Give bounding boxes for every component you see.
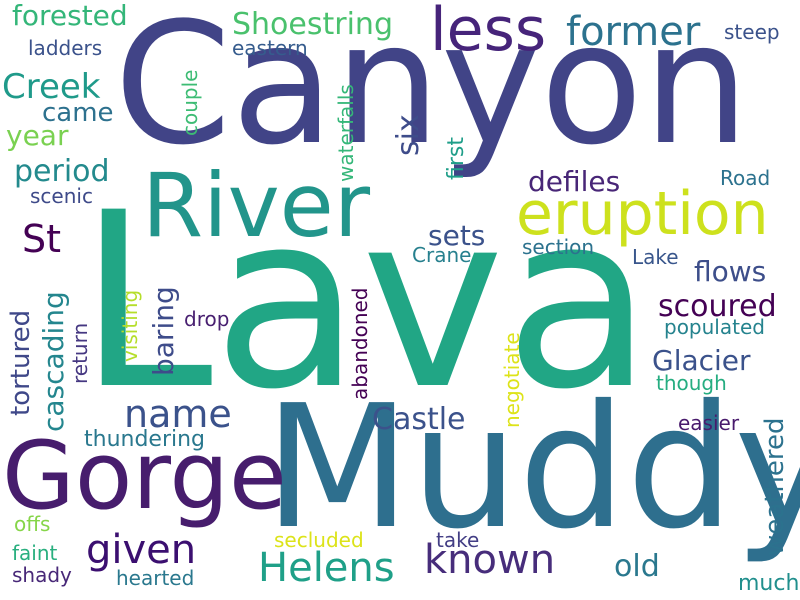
word-populated: populated: [664, 315, 765, 339]
word-negotiate: negotiate: [500, 332, 524, 428]
word-known: known: [424, 537, 556, 583]
word-period: period: [14, 154, 110, 189]
word-old: old: [614, 549, 660, 584]
word-baring: baring: [147, 286, 180, 376]
word-canyon: Canyon: [114, 0, 750, 182]
word-drop: drop: [184, 307, 230, 331]
word-ladders: ladders: [28, 36, 103, 60]
word-eastern: eastern: [232, 36, 308, 60]
word-name: name: [124, 392, 232, 436]
word-scenic: scenic: [30, 184, 93, 208]
word-shady: shady: [12, 563, 72, 587]
word-cascading: cascading: [37, 291, 70, 432]
word-offs: offs: [14, 512, 51, 536]
word-hearted: hearted: [116, 566, 195, 590]
word-less: less: [430, 0, 547, 65]
word-flows: flows: [694, 255, 767, 288]
word-waterfalls: waterfalls: [334, 84, 358, 182]
word-scoured: scoured: [658, 289, 777, 324]
word-eruption: eruption: [516, 179, 769, 249]
word-shoestring: Shoestring: [232, 7, 393, 42]
word-couple: couple: [178, 69, 202, 136]
word-former: former: [566, 9, 701, 55]
word-weathered: weathered: [760, 417, 790, 556]
word-thundering: thundering: [84, 427, 206, 452]
word-castle: Castle: [372, 402, 466, 437]
word-section: section: [522, 235, 595, 259]
word-much: much: [738, 571, 800, 596]
word-abandoned: abandoned: [348, 287, 372, 401]
word-forested: forested: [12, 0, 128, 32]
word-sets: sets: [428, 219, 486, 252]
word-lava: Lava: [78, 161, 653, 443]
word-secluded: secluded: [274, 528, 364, 552]
word-lake: Lake: [632, 245, 679, 269]
word-year: year: [6, 119, 69, 152]
word-visiting: visiting: [118, 289, 142, 362]
word-steep: steep: [724, 20, 780, 44]
word-though: though: [656, 371, 727, 395]
word-given: given: [86, 527, 197, 573]
word-creek: Creek: [2, 67, 101, 107]
word-helens: Helens: [258, 545, 395, 591]
word-tortured: tortured: [6, 309, 36, 416]
word-defiles: defiles: [528, 165, 621, 198]
word-st: St: [22, 217, 62, 261]
word-return: return: [68, 322, 92, 384]
word-gorge: Gorge: [2, 422, 287, 531]
word-muddy: Muddy: [264, 369, 800, 567]
word-faint: faint: [12, 541, 58, 565]
word-crane: Crane: [412, 243, 472, 267]
word-river: River: [142, 154, 370, 257]
word-road: Road: [720, 166, 771, 190]
word-six: six: [391, 114, 426, 156]
word-take: take: [436, 528, 480, 552]
word-easier: easier: [678, 411, 740, 435]
word-came: came: [42, 98, 114, 128]
word-glacier: Glacier: [652, 344, 751, 377]
word-first: first: [444, 137, 469, 180]
